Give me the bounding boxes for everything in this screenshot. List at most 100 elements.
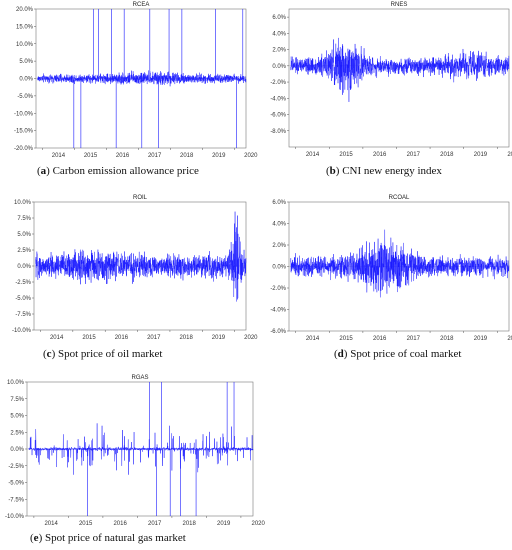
x-tick-label: 2020 xyxy=(244,153,258,159)
y-tick-label: -4.0% xyxy=(270,308,286,314)
y-tick-label: 10.0% xyxy=(14,200,32,206)
y-tick-label: 4.0% xyxy=(272,222,286,228)
y-tick-label: -10.0% xyxy=(14,111,34,117)
y-tick-label: -2.0% xyxy=(270,286,286,292)
y-tick-label: 10.0% xyxy=(16,42,34,48)
caption-text-rcoal: Spot price of coal market xyxy=(350,348,462,360)
x-tick-label: 2014 xyxy=(50,335,64,341)
x-tick-label: 2014 xyxy=(52,153,66,159)
y-tick-label: -10.0% xyxy=(5,514,25,520)
chart-rcea: RCEA 20.0% 15.0% 10.0% 5.0% 0.0% -5.0% -10.0% -1… xyxy=(14,2,258,159)
y-tick-label: -5.0% xyxy=(17,94,33,100)
y-tick-label: 0.0% xyxy=(272,64,286,70)
x-tick-label: 2016 xyxy=(115,335,129,341)
x-tick-label: 2020 xyxy=(507,152,512,158)
caption-letter-roil: c xyxy=(46,348,52,360)
caption-rnes: (b) CNI new energy index xyxy=(326,165,442,177)
y-tick-label: -2.5% xyxy=(15,280,31,286)
y-tick-label: -7.5% xyxy=(8,497,24,503)
x-tick-label: 2017 xyxy=(147,335,161,341)
x-tick-label: 2017 xyxy=(407,336,421,342)
y-tick-label: -8.0% xyxy=(270,129,286,135)
chart-title-rcoal: RCOAL xyxy=(389,195,410,201)
caption-rcea: (a) Carbon emission allowance price xyxy=(37,165,199,177)
y-tick-label: 5.0% xyxy=(17,232,31,238)
x-tick-label: 2016 xyxy=(373,336,387,342)
y-tick-label: -2.0% xyxy=(270,80,286,86)
x-tick-label: 2020 xyxy=(507,336,512,342)
x-tick-label: 2020 xyxy=(244,335,258,341)
chart-rnes: RNES 6.0% 4.0% 2.0% 0.0% -2.0% -4.0% -6.0% -8.0%… xyxy=(270,2,512,158)
plot-area xyxy=(288,8,510,148)
caption-letter-rcoal: d xyxy=(337,348,344,360)
chart-rgas: RGAS 10.0% 7.5% 5.0% 2.5% 0.0% -2.5% -5.0% -7.5%… xyxy=(5,375,266,527)
x-tick-label: 2015 xyxy=(79,521,93,527)
x-tick-label: 2018 xyxy=(440,152,454,158)
chart-rcoal: RCOAL 6.0% 4.0% 2.0% 0.0% -2.0% -4.0% -6.0% 2014… xyxy=(270,195,512,342)
y-tick-label: 6.0% xyxy=(272,15,286,21)
caption-rgas: (e) Spot price of natural gas market xyxy=(30,532,186,544)
chart-title-rcea: RCEA xyxy=(133,2,150,8)
y-tick-label: 0.0% xyxy=(19,77,33,83)
series-line-rcea xyxy=(37,70,247,87)
series-line-rnes xyxy=(290,37,510,102)
x-tick-label: 2015 xyxy=(339,336,353,342)
y-tick-label: 7.5% xyxy=(10,397,24,403)
x-tick-label: 2016 xyxy=(113,521,127,527)
x-tick-label: 2020 xyxy=(251,521,265,527)
x-tick-label: 2016 xyxy=(373,152,387,158)
x-tick-label: 2019 xyxy=(217,521,231,527)
y-tick-label: -7.5% xyxy=(15,312,31,318)
y-tick-label: -15.0% xyxy=(14,129,34,135)
chart-title-rgas: RGAS xyxy=(131,375,148,381)
y-tick-label: 7.5% xyxy=(17,216,31,222)
chart-panel-rcoal: RCOAL 6.0% 4.0% 2.0% 0.0% -2.0% -4.0% -6.0% 2014… xyxy=(256,188,512,348)
x-tick-label: 2017 xyxy=(148,521,162,527)
x-tick-label: 2015 xyxy=(82,335,96,341)
caption-roil: (c) Spot price of oil market xyxy=(43,348,163,360)
caption-letter-rgas: e xyxy=(33,532,39,544)
x-tick-label: 2019 xyxy=(212,153,226,159)
x-tick-label: 2019 xyxy=(474,152,488,158)
y-tick-label: -5.0% xyxy=(8,481,24,487)
x-tick-label: 2014 xyxy=(44,521,58,527)
y-tick-label: -2.5% xyxy=(8,464,24,470)
y-tick-label: 6.0% xyxy=(272,200,286,206)
chart-panel-rnes: RNES 6.0% 4.0% 2.0% 0.0% -2.0% -4.0% -6.0% -8.0%… xyxy=(256,0,512,160)
y-tick-label: 0.0% xyxy=(272,265,286,271)
y-tick-label: -6.0% xyxy=(270,329,286,335)
chart-roil: ROIL 10.0% 7.5% 5.0% 2.5% 0.0% -2.5% -5.0% -7.5%… xyxy=(12,195,258,341)
x-tick-label: 2016 xyxy=(116,153,130,159)
y-tick-label: -5.0% xyxy=(15,296,31,302)
y-tick-label: 2.5% xyxy=(10,430,24,436)
chart-panel-roil: ROIL 10.0% 7.5% 5.0% 2.5% 0.0% -2.5% -5.0% -7.5%… xyxy=(0,188,258,348)
x-tick-label: 2018 xyxy=(180,153,194,159)
x-tick-label: 2017 xyxy=(148,153,162,159)
y-tick-label: 0.0% xyxy=(17,264,31,270)
x-tick-label: 2015 xyxy=(84,153,98,159)
caption-text-roil: Spot price of oil market xyxy=(57,348,163,360)
x-tick-label: 2018 xyxy=(440,336,454,342)
x-tick-label: 2019 xyxy=(474,336,488,342)
y-tick-label: 2.0% xyxy=(272,48,286,54)
chart-title-rnes: RNES xyxy=(391,2,408,8)
x-tick-label: 2014 xyxy=(306,336,320,342)
y-tick-label: 2.0% xyxy=(272,243,286,249)
x-tick-label: 2014 xyxy=(306,152,320,158)
y-tick-label: 4.0% xyxy=(272,31,286,37)
y-tick-label: 0.0% xyxy=(10,447,24,453)
y-tick-label: -10.0% xyxy=(12,328,32,334)
chart-panel-rgas: RGAS 10.0% 7.5% 5.0% 2.5% 0.0% -2.5% -5.0% -7.5%… xyxy=(0,370,266,530)
caption-text-rgas: Spot price of natural gas market xyxy=(44,532,186,544)
y-tick-label: 5.0% xyxy=(19,59,33,65)
x-tick-label: 2019 xyxy=(212,335,226,341)
y-tick-label: -4.0% xyxy=(270,96,286,102)
chart-title-roil: ROIL xyxy=(133,195,148,201)
series-line-rcoal xyxy=(290,229,510,298)
y-tick-label: -20.0% xyxy=(14,146,34,152)
caption-text-rcea: Carbon emission allowance price xyxy=(52,165,199,177)
y-tick-label: -6.0% xyxy=(270,113,286,119)
y-tick-label: 15.0% xyxy=(16,24,34,30)
y-tick-label: 2.5% xyxy=(17,248,31,254)
series-line-rgas xyxy=(28,423,254,475)
